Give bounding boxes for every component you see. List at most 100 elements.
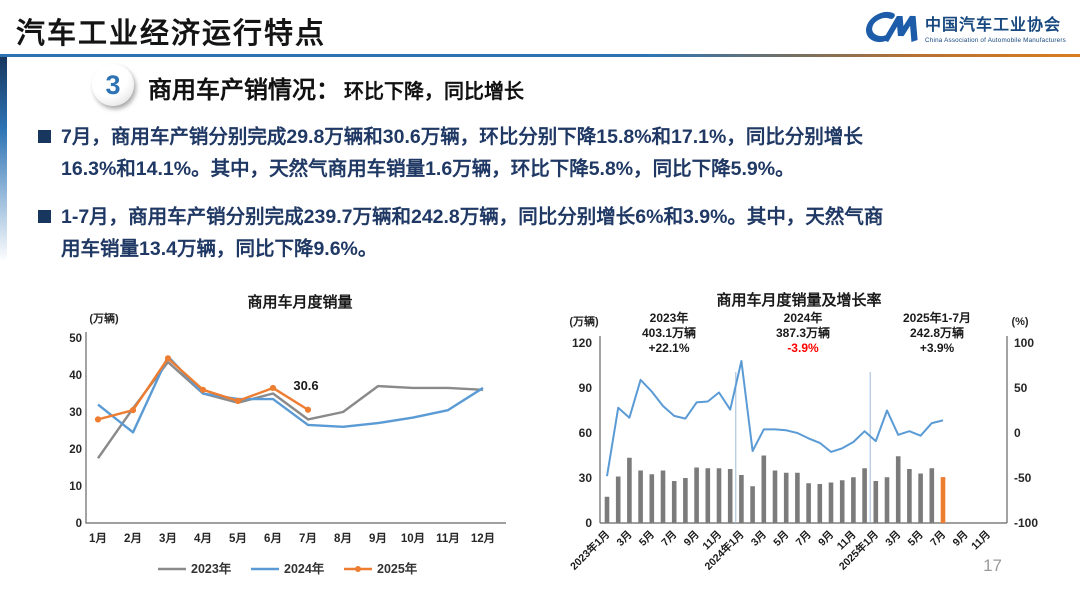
logo-org-name-en: China Association of Automobile Manufact… <box>925 36 1066 44</box>
sales-bar <box>783 472 789 523</box>
sales-bar <box>806 483 811 523</box>
annotation-text: 403.1万辆 <box>642 325 696 340</box>
y-tick-label: 0 <box>76 518 82 530</box>
bullet-square-icon <box>38 130 51 143</box>
x-tick-label: 10月 <box>401 532 425 545</box>
chart-title: 商用车月度销量 <box>247 293 352 311</box>
right-tick-label: 0 <box>1014 426 1021 440</box>
x-tick-label: 7月 <box>299 532 317 545</box>
sales-bar <box>683 478 688 523</box>
x-tick-label: 7月 <box>659 529 679 549</box>
annotation-text: 2025年1-7月 <box>903 310 971 325</box>
legend-item-label: 2024年 <box>284 561 325 576</box>
line-chart-svg: 商用车月度销量 (万辆) 0 10 20 30 40 50 1月 2月 3月 4月 5月 6月 7月 8月 9月… <box>69 293 506 576</box>
x-tick-label: 11月 <box>436 532 460 545</box>
y-tick-label: 40 <box>69 370 82 382</box>
logo-text-block: 中国汽车工业协会 China Association of Automobile… <box>925 11 1066 44</box>
x-tick-label: 3月 <box>749 529 769 549</box>
x-tick-label: 7月 <box>794 529 814 549</box>
legend-item-label: 2025年 <box>377 561 418 576</box>
series-marker <box>199 386 207 393</box>
sales-bar <box>761 455 767 523</box>
series-line-2024年 <box>97 355 484 434</box>
sales-bar <box>817 484 823 523</box>
sales-bar <box>705 468 711 523</box>
series-marker <box>129 407 137 414</box>
sales-bar <box>940 477 946 523</box>
series-marker <box>269 384 277 392</box>
sales-bar <box>862 468 867 523</box>
annotation-text: 242.8万辆 <box>910 325 964 340</box>
series-marker <box>94 416 102 423</box>
growth-line <box>606 360 944 477</box>
x-tick-label: 5月 <box>637 529 657 549</box>
page-number: 17 <box>983 556 1002 575</box>
chart-title: 商用车月度销量及增长率 <box>716 291 881 309</box>
bullet-square-icon <box>38 210 51 223</box>
sales-bar <box>671 481 677 523</box>
bullet-item-2: 1-7月，商用车产销分别完成239.7万辆和242.8万辆，同比分别增长6%和3… <box>38 201 1058 265</box>
right-tick-label: -100 <box>1014 516 1038 530</box>
section-subtitle: 环比下降，同比增长 <box>344 81 524 103</box>
sales-bar <box>750 486 755 523</box>
x-tick-label: 3月 <box>159 532 177 545</box>
bullet-text-line: 用车销量13.4万辆，同比下降9.6%。 <box>61 238 378 260</box>
x-tick-label: 2月 <box>124 532 142 545</box>
left-tick-label: 60 <box>579 426 593 440</box>
bullet-item-1: 7月，商用车产销分别完成29.8万辆和30.6万辆，环比分别下降15.8%和17… <box>38 121 1058 185</box>
section-heading: 商用车产销情况： 环比下降，同比增长 <box>148 70 524 105</box>
legend-item-label: 2023年 <box>191 561 232 576</box>
sales-bar <box>828 482 834 523</box>
x-tick-label: 5月 <box>229 532 247 545</box>
x-tick-label: 9月 <box>369 532 387 545</box>
annotation-text: 387.3万辆 <box>776 325 830 340</box>
right-tick-label: 50 <box>1014 381 1028 395</box>
sales-bar <box>727 469 733 523</box>
bullet-text-line: 16.3%和14.1%。其中，天然气商用车销量1.6万辆，环比下降5.8%，同比… <box>61 158 795 180</box>
axis-line <box>85 332 506 524</box>
left-tick-label: 120 <box>572 336 592 350</box>
left-tick-label: 30 <box>579 471 593 485</box>
x-tick-label: 9月 <box>816 529 836 549</box>
x-tick-label: 3月 <box>883 529 903 549</box>
section-number: 3 <box>105 69 121 100</box>
annotation-text: 2023年 <box>650 310 689 325</box>
x-tick-label: 3月 <box>614 529 634 549</box>
bullet-text: 7月，商用车产销分别完成29.8万辆和30.6万辆，环比分别下降15.8%和17… <box>61 121 863 185</box>
bullet-list: 7月，商用车产销分别完成29.8万辆和30.6万辆，环比分别下降15.8%和17… <box>38 121 1058 265</box>
monthly-sales-line-chart: 商用车月度销量 (万辆) 0 10 20 30 40 50 1月 2月 3月 4月 5月 6月 7月 8月 9月… <box>60 288 520 590</box>
annotation-text: 2024年 <box>784 310 823 325</box>
caam-cm-icon <box>866 12 918 42</box>
axis-line <box>599 336 1008 524</box>
sales-bar <box>649 474 655 523</box>
sales-bar <box>739 475 744 523</box>
sales-bar <box>627 457 632 523</box>
x-tick-label: 6月 <box>264 532 282 545</box>
sales-bar <box>660 470 666 523</box>
section-title: 商用车产销情况： <box>148 77 340 104</box>
annotation-text: -3.9% <box>787 341 819 355</box>
y-tick-label: 30 <box>69 407 82 419</box>
x-tick-label: 8月 <box>334 532 352 545</box>
y-tick-label: 20 <box>69 444 82 456</box>
header-divider <box>0 54 1080 57</box>
left-tick-label: 90 <box>579 381 593 395</box>
x-tick-label: 12月 <box>471 532 495 545</box>
annotation-text: +22.1% <box>648 341 689 355</box>
sales-bar <box>839 480 845 523</box>
combo-chart-svg: 商用车月度销量及增长率 (万辆) (%) 0 30 60 90 120 100 50 0 -50 -10… <box>567 291 1038 573</box>
sales-bar <box>929 468 935 523</box>
annotation-text: +3.9% <box>920 341 955 355</box>
y-axis-unit: (万辆) <box>89 311 119 325</box>
right-tick-label: -50 <box>1014 471 1032 485</box>
left-accent-strip <box>0 57 7 262</box>
x-tick-label: 11月 <box>969 529 993 553</box>
x-tick-label: 9月 <box>950 529 970 549</box>
x-tick-label: 1月 <box>89 532 107 545</box>
sales-bar <box>907 469 912 523</box>
caam-logo: 中国汽车工业协会 China Association of Automobile… <box>852 7 1066 47</box>
y-tick-label: 10 <box>69 481 82 493</box>
sales-and-growth-combo-chart: 商用车月度销量及增长率 (万辆) (%) 0 30 60 90 120 100 50 0 -50 -10… <box>552 288 1064 590</box>
sales-bar <box>694 467 699 523</box>
